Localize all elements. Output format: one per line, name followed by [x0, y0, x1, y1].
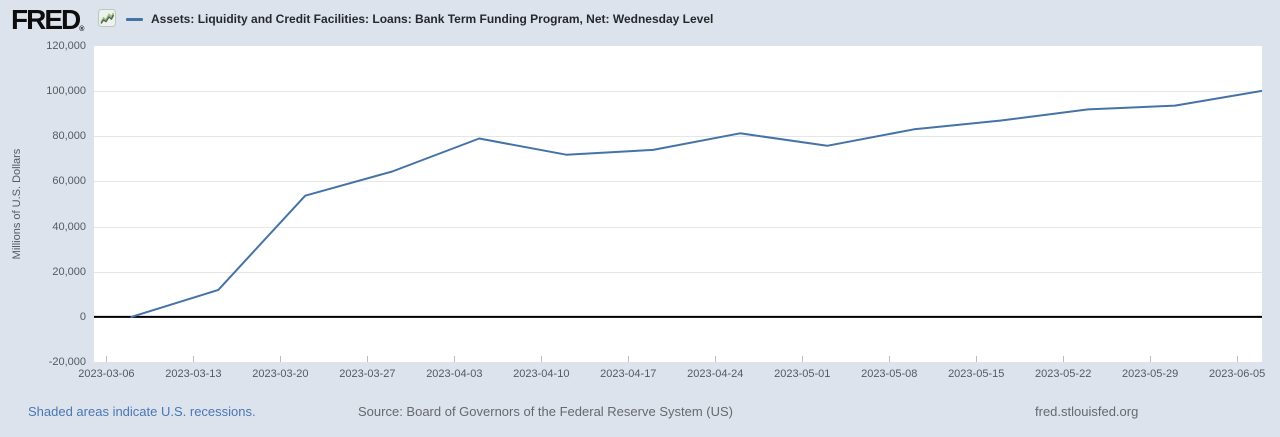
- x-tick-mark: [106, 356, 107, 362]
- x-tick-label: 2023-04-10: [513, 368, 570, 380]
- chart-region: Millions of U.S. Dollars 120,000 100,000 8…: [0, 38, 1280, 390]
- x-tick-mark: [1150, 356, 1151, 362]
- x-tick-mark: [193, 356, 194, 362]
- x-tick-label: 2023-03-20: [252, 368, 309, 380]
- graph-header: FRED® Assets: Liquidity and Credit Facil…: [0, 0, 1280, 38]
- y-tick-label: 40,000: [52, 220, 86, 233]
- y-tick-label: 0: [79, 310, 86, 323]
- x-tick-label: 2023-03-13: [165, 368, 222, 380]
- x-tick-label: 2023-05-01: [774, 368, 831, 380]
- y-tick-label: -20,000: [48, 356, 86, 368]
- x-tick-mark: [367, 356, 368, 362]
- legend-series-label: Assets: Liquidity and Credit Facilities:…: [151, 12, 714, 26]
- y-tick-label: 20,000: [52, 265, 86, 278]
- fred-logo[interactable]: FRED®: [11, 4, 84, 36]
- y-tick-label: 80,000: [52, 130, 86, 143]
- line-chart-canvas: [94, 89, 1262, 318]
- x-tick-mark: [802, 356, 803, 362]
- series-line: [130, 89, 1262, 318]
- x-tick-label: 2023-04-03: [426, 368, 483, 380]
- x-tick-mark: [280, 356, 281, 362]
- x-tick-label: 2023-03-06: [78, 368, 135, 380]
- x-tick-mark: [628, 356, 629, 362]
- x-tick-mark: [1063, 356, 1064, 362]
- graph-footer: Shaded areas indicate U.S. recessions. S…: [0, 396, 1280, 437]
- recessions-link[interactable]: Shaded areas indicate U.S. recessions.: [28, 404, 256, 419]
- x-tick-label: 2023-04-24: [687, 368, 744, 380]
- y-tick-label: 100,000: [46, 85, 86, 98]
- registered-trademark: ®: [79, 26, 85, 33]
- x-tick-mark: [976, 356, 977, 362]
- y-axis-title: Millions of U.S. Dollars: [11, 148, 23, 260]
- x-tick-mark: [1237, 356, 1238, 362]
- x-tick-label: 2023-05-22: [1035, 368, 1092, 380]
- plot-area[interactable]: [94, 46, 1262, 362]
- x-tick-label: 2023-03-27: [339, 368, 396, 380]
- x-tick-mark: [889, 356, 890, 362]
- source-text: Source: Board of Governors of the Federa…: [358, 404, 733, 419]
- x-tick-mark: [715, 356, 716, 362]
- fred-sparkline-icon: [98, 9, 116, 27]
- x-tick-mark: [541, 356, 542, 362]
- x-tick-label: 2023-05-15: [948, 368, 1005, 380]
- x-tick-label: 2023-05-29: [1122, 368, 1179, 380]
- x-tick-mark: [454, 356, 455, 362]
- fred-logo-text: FRED: [11, 4, 81, 35]
- legend-line-swatch: [126, 18, 143, 21]
- x-tick-label: 2023-04-17: [600, 368, 657, 380]
- y-tick-label: 120,000: [46, 40, 86, 52]
- y-tick-label: 60,000: [52, 175, 86, 188]
- x-tick-label: 2023-05-08: [861, 368, 918, 380]
- x-tick-label: 2023-06-05: [1209, 368, 1266, 380]
- fred-site-link[interactable]: fred.stlouisfed.org: [1035, 404, 1139, 419]
